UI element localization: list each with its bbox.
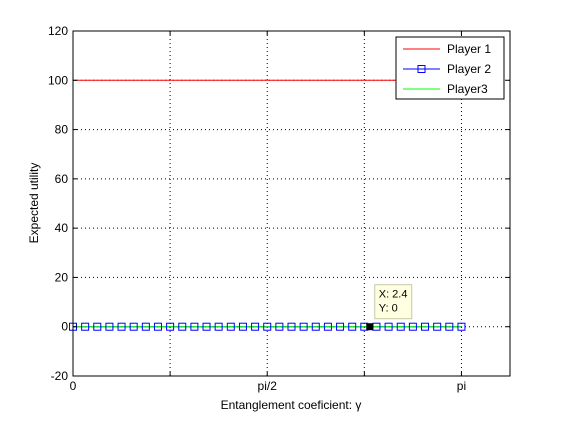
data-point [263,322,272,331]
data-point [336,322,345,331]
legend-marker [417,65,426,73]
data-tip-box [374,284,413,320]
y-tick-label: 120 [48,24,68,38]
x-tick-label: pi [457,379,466,393]
data-point [311,322,320,331]
data-point [287,322,296,331]
data-point [141,322,150,331]
data-point [251,322,260,331]
y-axis-label: Expected utility [27,163,41,244]
y-tick-label: 0 [61,320,68,334]
data-tip-marker [366,323,374,331]
data-point [299,322,308,331]
data-point [238,322,247,331]
axes-box [72,30,511,377]
data-point [323,322,332,331]
y-tick-label: 60 [55,172,69,186]
x-tick-label: 0 [70,379,77,393]
data-point [153,322,162,331]
y-tick-label: 100 [48,73,68,87]
data-point [202,322,211,331]
data-point [105,322,114,331]
data-point [348,322,357,331]
data-tip-text: X: 2.4 [379,289,408,301]
data-point [81,322,90,331]
data-point [421,322,430,331]
data-point [433,322,442,331]
data-point [445,322,454,331]
data-point [457,322,466,331]
data-point [117,322,126,331]
legend-entry: Player3 [447,82,488,96]
legend[interactable]: Player 1 Player 2 Player3 [395,36,505,100]
data-point [93,322,102,331]
y-tick-label: 20 [55,270,69,284]
data-tip-text: Y: 0 [379,303,398,315]
x-tick-label: pi/2 [258,379,278,393]
data-point [408,322,417,331]
legend-entry: Player 2 [447,62,491,76]
data-point [384,322,393,331]
y-tick-label: -20 [51,369,69,383]
data-point [214,322,223,331]
data-point [166,322,175,331]
data-point [178,322,187,331]
y-tick-label: 40 [55,221,69,235]
data-point [396,322,405,331]
data-tip[interactable]: X: 2.4 Y: 0 [366,284,413,331]
data-point [129,322,138,331]
data-point [190,322,199,331]
legend-entry: Player 1 [447,42,491,56]
x-axis-label: Entanglement coeficient: γ [221,398,362,412]
y-tick-label: 80 [55,123,69,137]
data-point [275,322,284,331]
data-point [226,322,235,331]
